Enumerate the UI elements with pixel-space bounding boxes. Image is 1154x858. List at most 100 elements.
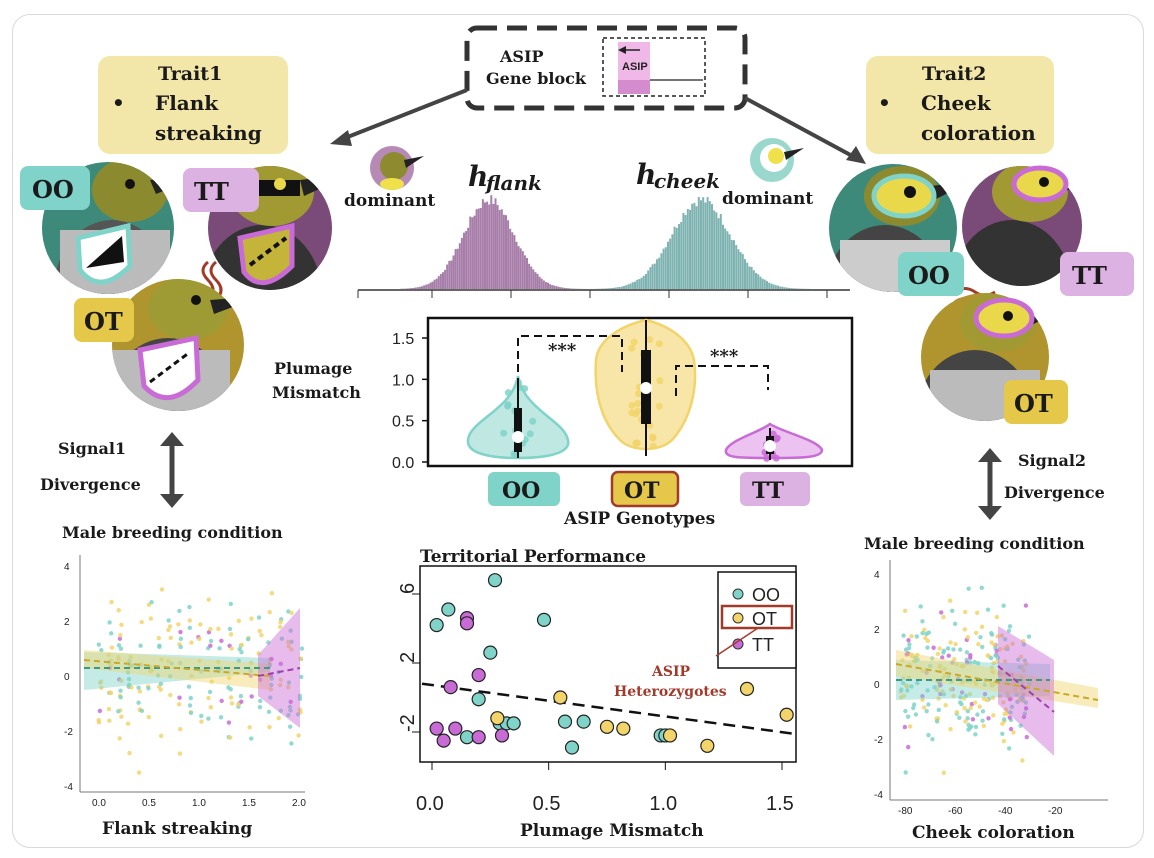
scatter-point (913, 658, 918, 664)
violin-point (655, 402, 663, 410)
hist-bar-cheek (660, 253, 663, 289)
scatter-point (1002, 711, 1007, 717)
hist-bar-cheek (715, 212, 718, 289)
trait2-box: Trait2 • Cheek coloration (866, 56, 1054, 154)
hist-bar-flank (519, 248, 522, 289)
ytick-label: 2 (64, 617, 70, 628)
violin-cat-tt (740, 472, 810, 506)
scatter-point (1010, 682, 1016, 687)
scatter-point (957, 715, 962, 721)
scatter-point (967, 725, 972, 731)
scatter-point (177, 751, 183, 756)
scatter-point (249, 736, 254, 741)
hist-bar-cheek (693, 202, 696, 289)
xtick-label: -80 (898, 806, 913, 817)
scatter-point (268, 687, 274, 692)
scatter-point (900, 658, 905, 663)
tag-ot-left (74, 298, 134, 342)
h-cheek-sub: cheek (654, 169, 720, 193)
confidence-band (896, 660, 1050, 700)
scatter-point (980, 644, 985, 650)
scatter-point (913, 712, 919, 717)
hist-bar-cheek (689, 209, 691, 289)
scatter-point (954, 662, 960, 667)
scatter-point (950, 660, 955, 665)
xtick-label: 1.0 (192, 798, 206, 809)
hist-bar-flank (423, 285, 426, 289)
xtick-label: 1.5 (242, 798, 256, 809)
territory-point-tt (429, 721, 444, 736)
annotation-line2: Heterozygotes (614, 684, 727, 700)
scatter-point (259, 633, 264, 638)
hist-bar-flank (526, 257, 528, 289)
hist-bar-flank (565, 288, 568, 289)
violin-point (773, 434, 781, 442)
scatter-point (286, 713, 291, 718)
scatter-point (1014, 692, 1019, 697)
ytick-label: -4 (64, 782, 73, 793)
hist-bar-cheek (768, 282, 771, 289)
scatter-point (920, 668, 925, 673)
scatter-point (126, 676, 132, 682)
scatter-point (99, 648, 104, 653)
scatter-point (289, 647, 294, 652)
scatter-point (127, 750, 132, 756)
scatter-point (109, 645, 115, 650)
territory-xtick-label: 1.0 (649, 793, 677, 815)
hist-bar-cheek (788, 287, 790, 289)
scatter-point (972, 659, 977, 665)
arrow-head-right (846, 146, 866, 164)
hist-bar-flank (435, 278, 438, 289)
xtick-label: 0.0 (92, 798, 106, 809)
dominant-icon-left (370, 146, 424, 190)
territory-point-tt (459, 616, 475, 631)
scatter-point (941, 770, 947, 776)
scatter-point (125, 721, 131, 726)
scatter-point (187, 604, 192, 610)
scatter-point (952, 621, 958, 627)
tag-tt-right-label: TT (1072, 261, 1107, 290)
scatter-point (1022, 711, 1027, 716)
territory-point-oo (487, 573, 503, 588)
ytick-label: -2 (874, 735, 883, 746)
scatter-point (266, 640, 271, 645)
scatter-point (286, 684, 291, 690)
violin-chart: Plumage Mismatch 0.0 0.5 1.0 1.5 *** *** OO… (272, 316, 854, 529)
scatter-point (256, 651, 261, 656)
hist-bar-flank (465, 231, 468, 289)
left-scatter-title: Male breeding condition (62, 523, 283, 542)
hist-bar-flank (486, 201, 489, 289)
scatter-point (990, 695, 996, 700)
scatter-point (909, 633, 914, 639)
scatter-point (236, 702, 241, 707)
scatter-point (962, 609, 968, 615)
scatter-point (1009, 704, 1015, 710)
hist-bar-flank (408, 288, 411, 289)
scatter-point (988, 655, 994, 661)
scatter-point (979, 624, 985, 630)
scatter-point (901, 633, 906, 638)
hist-bar-cheek (724, 228, 727, 289)
scatter-point (1000, 731, 1005, 737)
territory-ytick-label: 2 (397, 652, 419, 663)
annotation-pointer (715, 627, 759, 657)
scatter-point (1006, 628, 1012, 634)
scatter-point (922, 627, 927, 633)
hist-bar-cheek (651, 264, 654, 289)
hist-bar-cheek (704, 202, 707, 289)
confidence-band (84, 650, 270, 690)
hist-bar-flank (507, 220, 510, 289)
scatter-point (948, 726, 953, 732)
hist-bar-cheek (766, 281, 768, 289)
scatter-point (980, 718, 985, 723)
scatter-point (228, 632, 234, 637)
scatter-point (911, 705, 916, 711)
scatter-point (980, 709, 986, 714)
trait1-heading: Trait1 (158, 63, 222, 85)
scatter-point (998, 671, 1003, 677)
scatter-point (249, 616, 254, 621)
scatter-point (1002, 659, 1008, 664)
scatter-point (953, 641, 958, 647)
scatter-point (945, 646, 951, 651)
hist-bar-flank (568, 288, 570, 289)
